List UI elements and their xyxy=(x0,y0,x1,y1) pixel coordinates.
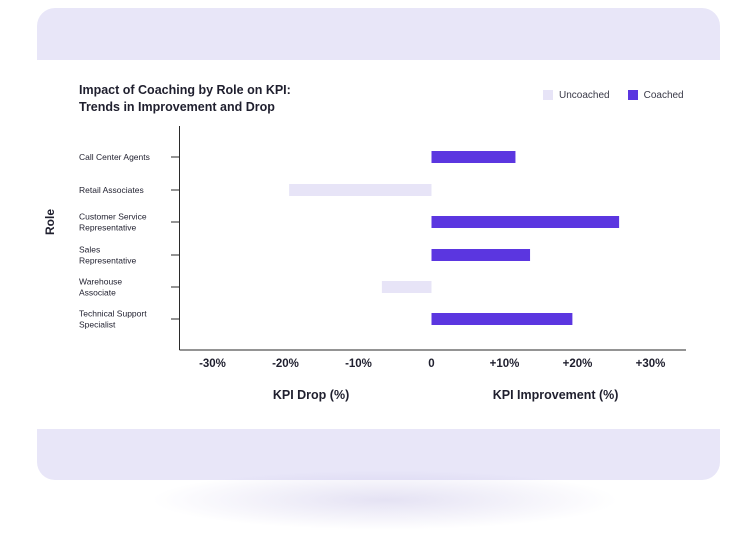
x-tick-label: +30% xyxy=(636,358,666,370)
chart-title-line-1: Impact of Coaching by Role on KPI: xyxy=(79,83,291,97)
legend-label-uncoached: Uncoached xyxy=(559,89,610,101)
x-axis-title-right: KPI Improvement (%) xyxy=(493,388,619,402)
chart-card xyxy=(37,60,720,429)
y-tick-label: Representative xyxy=(79,223,136,233)
y-tick-label: Sales xyxy=(79,245,100,255)
bar-coached xyxy=(431,313,573,325)
legend-item-uncoached: Uncoached xyxy=(543,90,610,101)
x-tick-label: -20% xyxy=(272,358,299,370)
x-tick-label: +20% xyxy=(563,358,593,370)
chart-title-line-2: Trends in Improvement and Drop xyxy=(79,100,275,114)
chart-legend: Uncoached Coached xyxy=(543,88,684,102)
bar-coached xyxy=(431,216,620,228)
card-shadow xyxy=(150,470,620,530)
bar-uncoached xyxy=(289,184,432,196)
legend-item-coached: Coached xyxy=(627,89,684,101)
x-tick-label: +10% xyxy=(490,358,520,370)
bar-coached xyxy=(431,249,531,261)
y-tick-label: Retail Associates xyxy=(79,185,144,195)
x-tick-label: 0 xyxy=(428,358,434,370)
y-tick-label: Technical Support xyxy=(79,309,147,319)
y-tick-label: Warehouse xyxy=(79,277,122,287)
y-axis-title: Role xyxy=(43,209,57,235)
legend-swatch-uncoached xyxy=(543,90,553,100)
x-tick-label: -10% xyxy=(345,358,372,370)
y-tick-label: Representative xyxy=(79,256,136,266)
chart-title: Impact of Coaching by Role on KPI: Trend… xyxy=(79,82,339,116)
y-tick-label: Associate xyxy=(79,288,116,298)
x-axis-title-left: KPI Drop (%) xyxy=(273,388,349,402)
bar-coached xyxy=(431,151,516,163)
legend-swatch-coached xyxy=(627,90,638,100)
card-footer-band xyxy=(37,428,720,480)
y-tick-label: Customer Service xyxy=(79,212,147,222)
y-tick-label: Call Center Agents xyxy=(79,152,150,162)
legend-label-coached: Coached xyxy=(643,89,684,101)
card-header-band xyxy=(37,8,720,68)
x-tick-label: -30% xyxy=(199,358,226,370)
y-tick-label: Specialist xyxy=(79,320,116,330)
bar-uncoached xyxy=(381,281,432,293)
